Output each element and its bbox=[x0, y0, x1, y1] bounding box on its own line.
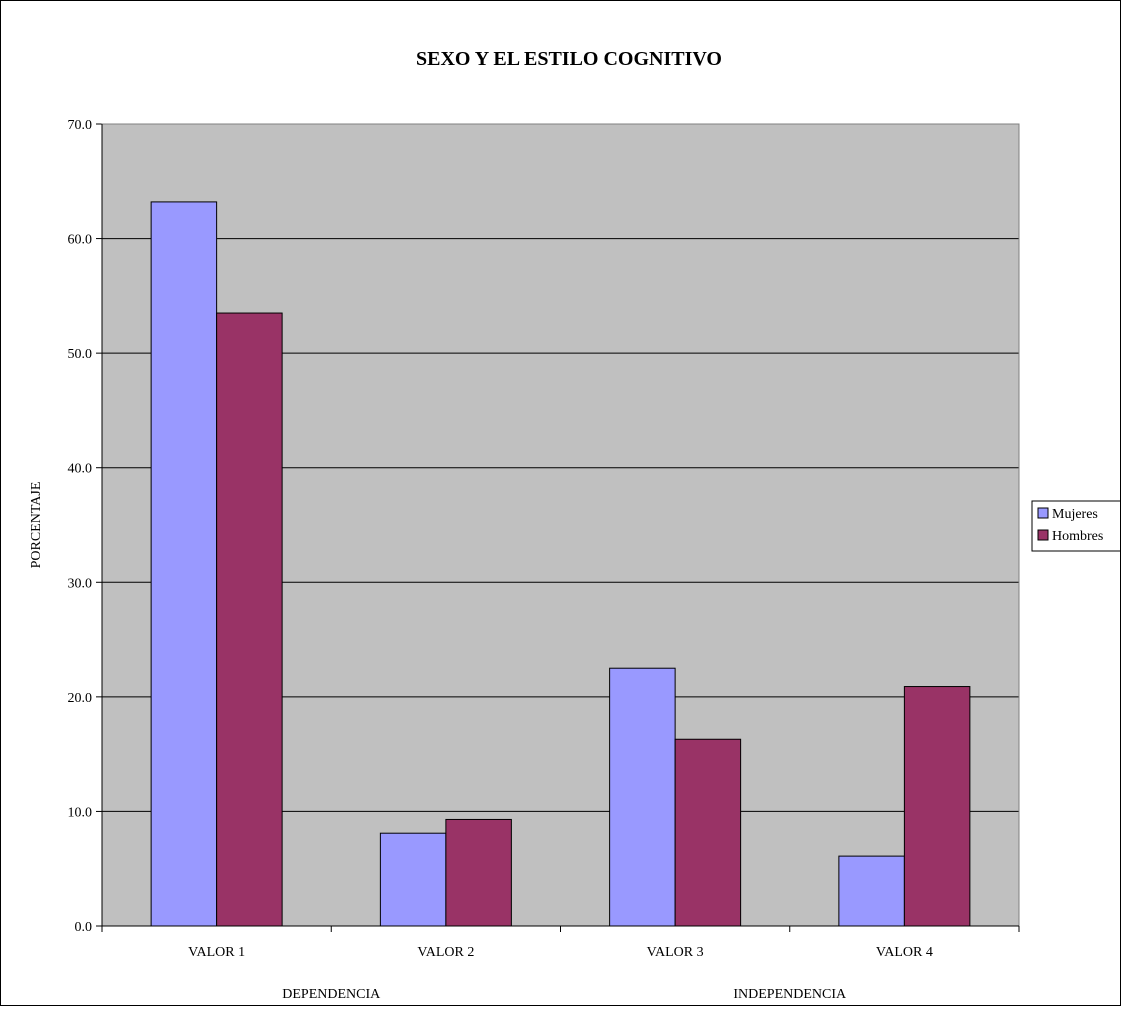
x-tick-label: VALOR 4 bbox=[876, 945, 933, 960]
bar-mujeres-1 bbox=[150, 201, 218, 927]
bar-hombres-1 bbox=[216, 312, 283, 927]
legend: Mujeres Hombres bbox=[1031, 500, 1121, 552]
y-tick-label: 60.0 bbox=[68, 233, 93, 248]
y-tick-label: 40.0 bbox=[68, 462, 93, 477]
x-tick-label: VALOR 3 bbox=[647, 945, 704, 960]
legend-swatch-hombres bbox=[1037, 529, 1049, 541]
bar-hombres-4 bbox=[903, 686, 971, 927]
x-tick-labels: VALOR 1 VALOR 2 VALOR 3 VALOR 4 bbox=[188, 945, 933, 960]
legend-swatch-mujeres bbox=[1037, 507, 1049, 519]
y-tick-label: 50.0 bbox=[68, 347, 93, 362]
y-axis-title: PORCENTAJE bbox=[29, 482, 44, 569]
y-tick-labels: 0.0 10.0 20.0 30.0 40.0 50.0 60.0 70.0 bbox=[68, 118, 93, 935]
bars bbox=[150, 201, 971, 927]
group-label: INDEPENDENCIA bbox=[733, 987, 847, 1002]
bar-hombres-3 bbox=[674, 738, 742, 927]
y-tick-label: 20.0 bbox=[68, 691, 93, 706]
y-tick-label: 0.0 bbox=[75, 920, 93, 935]
y-tick-label: 70.0 bbox=[68, 118, 93, 133]
chart-title: SEXO Y EL ESTILO COGNITIVO bbox=[416, 48, 722, 70]
legend-label-mujeres: Mujeres bbox=[1052, 507, 1098, 522]
bar-mujeres-4 bbox=[838, 855, 905, 927]
y-tick-label: 10.0 bbox=[68, 805, 93, 820]
x-tick-label: VALOR 2 bbox=[417, 945, 474, 960]
bar-mujeres-3 bbox=[609, 667, 676, 927]
x-tick-label: VALOR 1 bbox=[188, 945, 245, 960]
group-labels: DEPENDENCIA INDEPENDENCIA bbox=[282, 987, 847, 1002]
group-label: DEPENDENCIA bbox=[282, 987, 381, 1002]
bar-mujeres-2 bbox=[379, 832, 447, 927]
legend-label-hombres: Hombres bbox=[1052, 529, 1103, 544]
y-tick-label: 30.0 bbox=[68, 576, 93, 591]
axes bbox=[96, 123, 1020, 932]
bar-hombres-2 bbox=[445, 818, 512, 927]
